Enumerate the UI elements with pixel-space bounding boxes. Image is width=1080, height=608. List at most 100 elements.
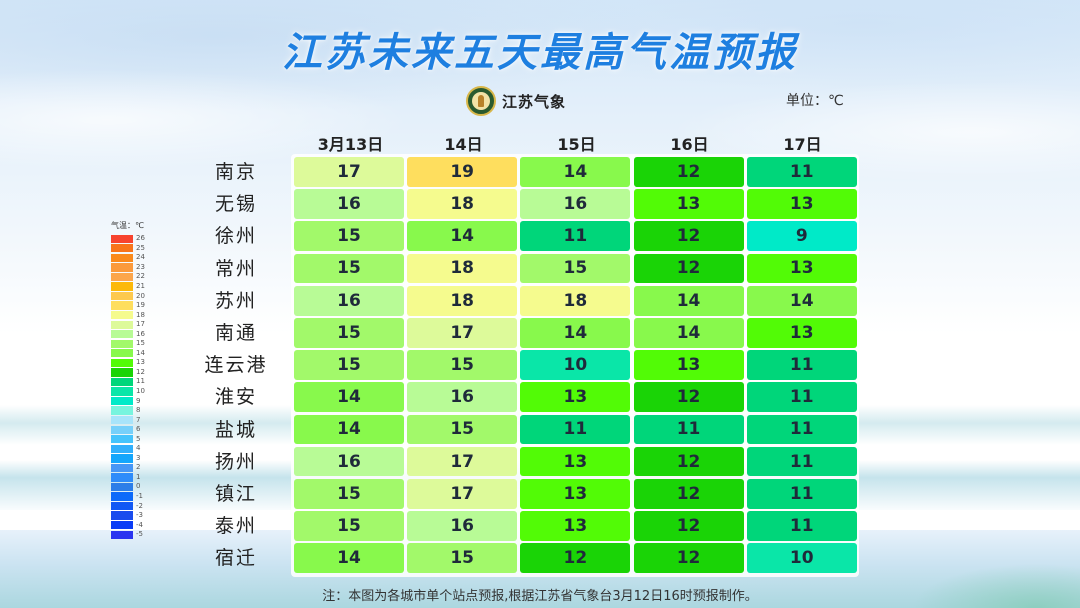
temperature-cell: 12 xyxy=(633,446,744,477)
city-label: 南通 xyxy=(214,321,257,344)
legend-swatch xyxy=(111,272,133,282)
city-label: 镇江 xyxy=(214,482,257,505)
legend-swatch xyxy=(111,463,133,473)
temperature-cell: 12 xyxy=(633,382,744,413)
legend-swatch xyxy=(111,234,133,243)
temperature-cell: 16 xyxy=(294,446,404,477)
legend-swatch xyxy=(111,435,133,444)
legend-tick-label: 6 xyxy=(136,425,141,434)
temperature-cell: 11 xyxy=(746,382,857,413)
legend-swatch xyxy=(111,253,133,263)
temperature-cell: 11 xyxy=(520,221,631,252)
temperature-cell: 14 xyxy=(294,382,404,413)
temperature-cell: 13 xyxy=(746,253,857,284)
legend-tick-label: 4 xyxy=(136,444,141,453)
green-hill-decoration xyxy=(860,538,1080,608)
temperature-cell: 16 xyxy=(294,285,404,316)
legend-item: 9 xyxy=(108,396,145,406)
legend-swatch xyxy=(111,406,133,415)
legend-item: -3 xyxy=(108,511,145,521)
legend-item: 15 xyxy=(108,339,145,349)
legend-swatch xyxy=(111,521,133,530)
city-label: 宿迁 xyxy=(214,547,257,570)
legend-item: 11 xyxy=(108,377,145,387)
jiangsu-meteorology-emblem-icon xyxy=(466,86,496,116)
city-label: 徐州 xyxy=(214,225,257,248)
temperature-cell: 17 xyxy=(407,478,518,509)
temperature-cell: 18 xyxy=(520,285,631,316)
temperature-cell: 11 xyxy=(746,157,857,187)
city-label: 盐城 xyxy=(214,418,257,441)
page-title: 江苏未来五天最高气温预报 xyxy=(282,30,798,76)
legend-tick-label: -4 xyxy=(136,520,143,529)
temperature-cell: 15 xyxy=(407,414,518,445)
column-header: 14日 xyxy=(444,135,483,154)
legend-tick-label: 17 xyxy=(136,320,145,329)
temperature-cell: 15 xyxy=(407,350,518,380)
column-header: 17日 xyxy=(783,135,822,154)
legend-item: 17 xyxy=(108,320,145,330)
legend-items: 26 25 24 23 22 21 20 19 18 17 16 15 14 13 12 11 10 9 8 7 6 5 4… xyxy=(108,234,145,540)
legend-item: 12 xyxy=(108,368,145,378)
temperature-cell: 12 xyxy=(633,478,744,509)
legend-item: 2 xyxy=(108,463,145,473)
legend-swatch xyxy=(111,425,133,434)
temperature-cell: 18 xyxy=(407,189,518,219)
temperature-cell: 11 xyxy=(520,414,631,445)
legend-item: 13 xyxy=(108,358,145,368)
legend-tick-label: 0 xyxy=(136,482,141,491)
legend-tick-label: 14 xyxy=(136,348,145,357)
temperature-cell: 14 xyxy=(294,543,404,574)
temperature-cell: 14 xyxy=(746,285,857,316)
legend-tick-label: 13 xyxy=(136,358,145,367)
legend-swatch xyxy=(111,301,133,310)
legend-item: 4 xyxy=(108,444,145,454)
legend-item: 7 xyxy=(108,415,145,425)
temperature-cell: 19 xyxy=(407,157,518,187)
temperature-cell: 12 xyxy=(633,157,744,187)
city-label: 苏州 xyxy=(214,289,257,312)
legend-item: 21 xyxy=(108,282,145,292)
temperature-cell: 14 xyxy=(294,414,404,445)
temperature-cell: 16 xyxy=(520,189,631,219)
temperature-grid: 17 19 14 12 11 16 18 16 13 13 15 14 11 12 9 15 18 15 12 13 1… xyxy=(294,157,857,574)
temperature-cell: 11 xyxy=(746,414,857,445)
temperature-cell: 15 xyxy=(294,478,404,509)
temperature-cell: 17 xyxy=(407,317,518,348)
legend-tick-label: 18 xyxy=(136,310,145,319)
temperature-cell: 16 xyxy=(407,511,518,541)
temperature-cell: 15 xyxy=(294,350,404,380)
legend-title: 气温：℃ xyxy=(111,221,144,230)
temperature-cell: 13 xyxy=(746,317,857,348)
legend-item: 0 xyxy=(108,482,145,492)
legend-swatch xyxy=(111,263,133,272)
legend-tick-label: 20 xyxy=(136,291,145,300)
legend-item: -5 xyxy=(108,530,145,540)
legend-tick-label: -3 xyxy=(136,511,143,520)
legend-swatch xyxy=(111,291,133,301)
legend-item: -2 xyxy=(108,501,145,511)
legend-swatch xyxy=(111,511,133,520)
city-row-labels: 南京 无锡 徐州 常州 苏州 南通 连云港 淮安 盐城 扬州 镇江 泰州 宿迁 xyxy=(196,157,276,575)
legend-item: 6 xyxy=(108,425,145,435)
jiangsu-meteorology-logo: 江苏气象 xyxy=(466,85,566,117)
legend-swatch xyxy=(111,416,133,425)
legend-swatch xyxy=(111,320,133,329)
legend-swatch xyxy=(111,330,133,339)
temperature-cell: 12 xyxy=(633,543,744,574)
legend-item: 23 xyxy=(108,263,145,273)
legend-swatch xyxy=(111,396,133,406)
legend-item: 10 xyxy=(108,387,145,397)
legend-swatch xyxy=(111,444,133,453)
legend-tick-label: -2 xyxy=(136,501,143,510)
legend-item: 18 xyxy=(108,310,145,320)
temperature-cell: 13 xyxy=(520,478,631,509)
unit-label: 单位：℃ xyxy=(786,93,844,109)
legend-tick-label: 12 xyxy=(136,367,145,376)
legend-tick-label: 5 xyxy=(136,434,141,443)
legend-tick-label: 15 xyxy=(136,339,145,348)
temperature-cell: 16 xyxy=(294,189,404,219)
legend-item: -1 xyxy=(108,492,145,502)
temperature-cell: 13 xyxy=(633,189,744,219)
temperature-cell: 15 xyxy=(294,221,404,252)
